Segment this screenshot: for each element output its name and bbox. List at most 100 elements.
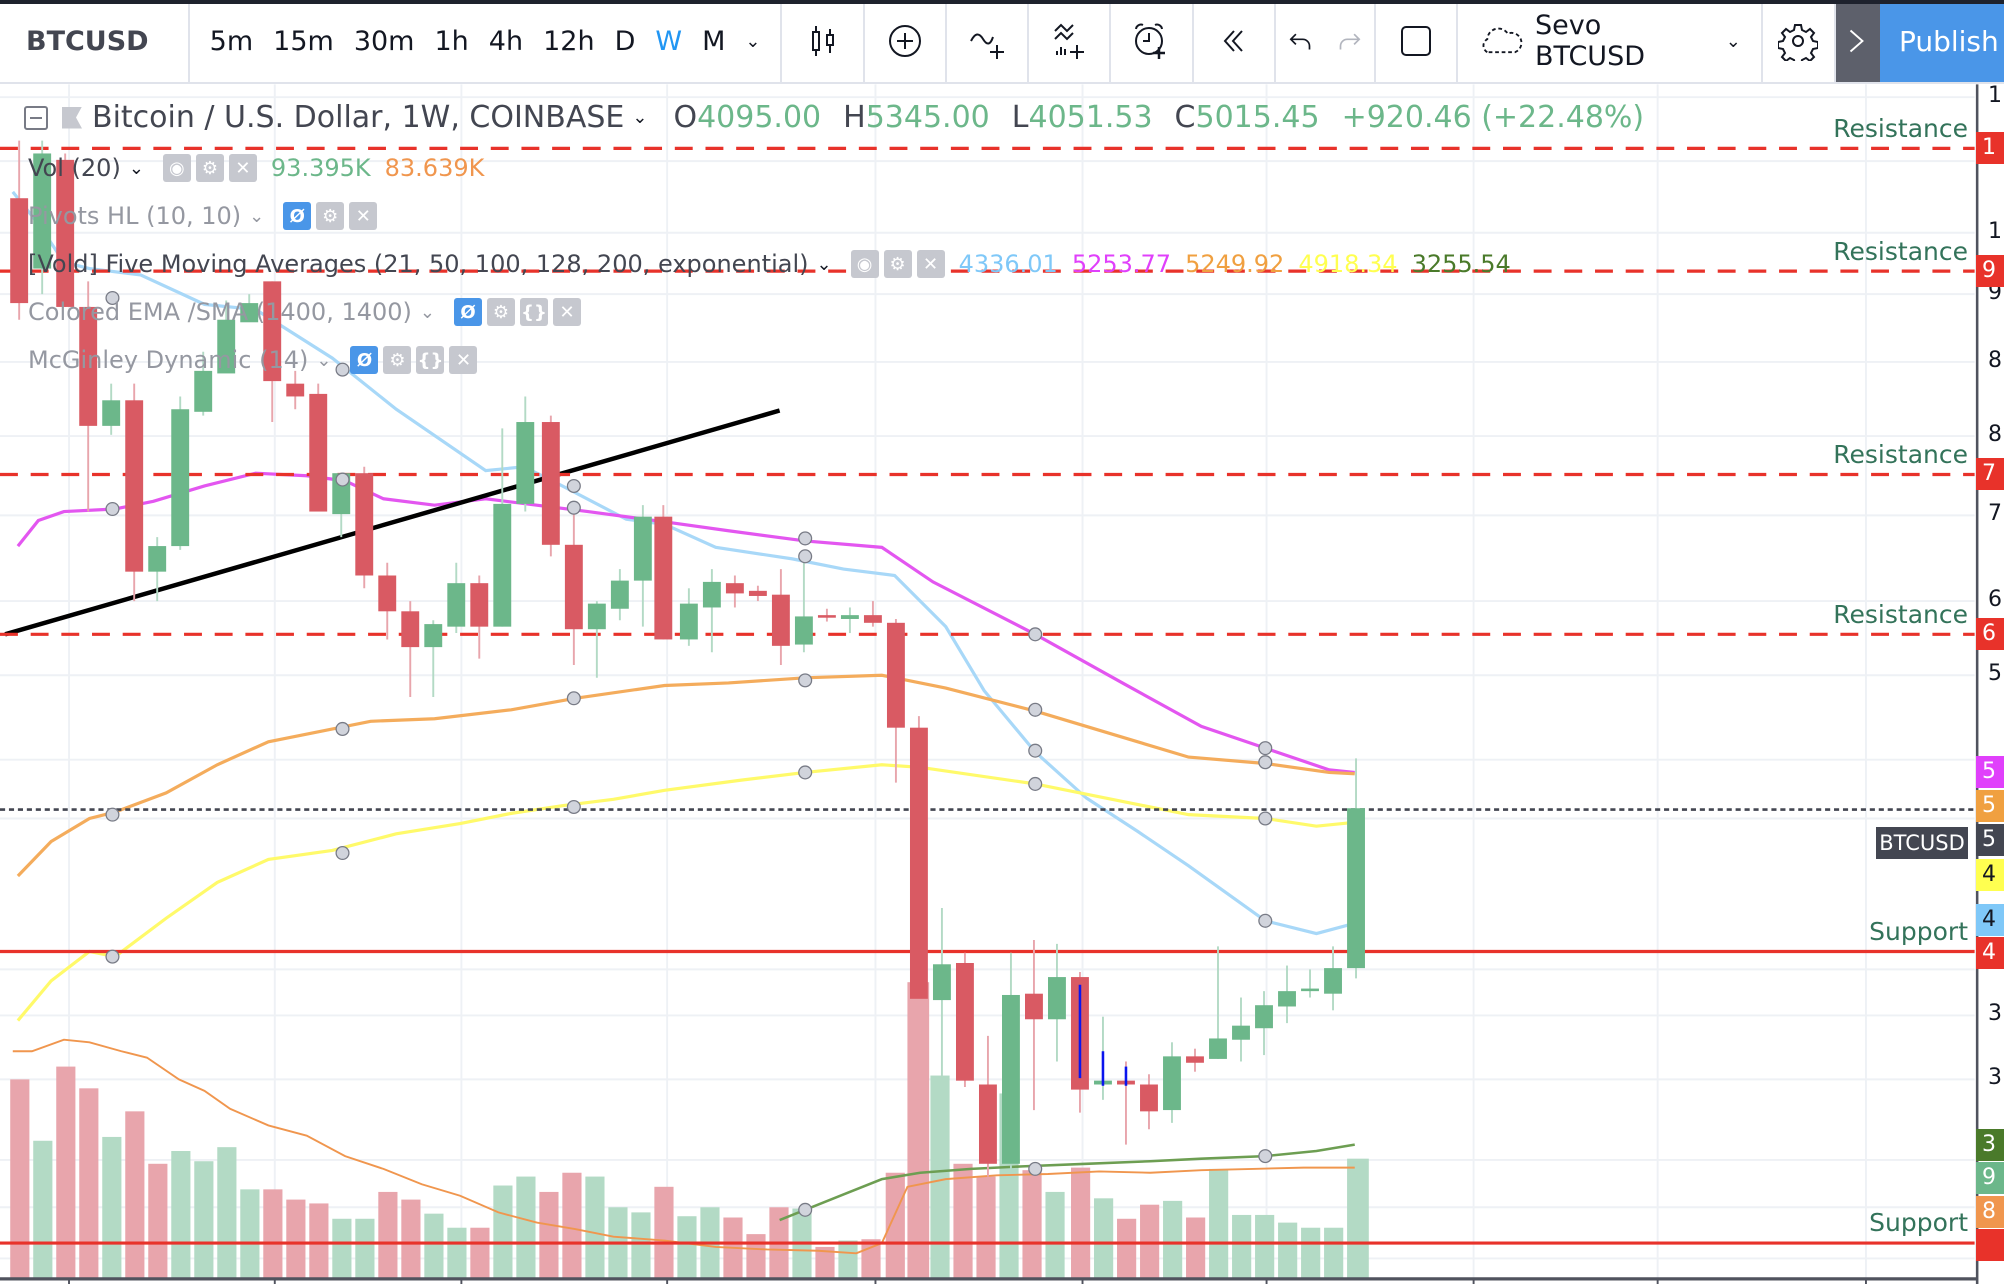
- level-label-support: Support: [1869, 916, 1968, 946]
- pivot-markers: [105, 290, 1273, 1217]
- chevron-right-icon: [1849, 29, 1864, 53]
- gear-icon[interactable]: ⚙: [383, 346, 412, 374]
- price-axis-tag: [1976, 1228, 2004, 1261]
- layout-selector[interactable]: Sevo BTCUSD ⌄: [1458, 0, 1763, 82]
- current-price-symbol-tag: BTCUSD: [1876, 827, 1968, 859]
- close-value: 5015.45: [1195, 100, 1320, 135]
- open-value: 4095.00: [697, 100, 822, 135]
- hidden-eye-icon[interactable]: Ø: [283, 202, 312, 230]
- level-label-resistance: Resistance: [1833, 440, 1968, 470]
- price-axis-tag: 5: [1976, 823, 2004, 856]
- indicator-name[interactable]: Colored EMA /SMA (1400, 1400): [28, 298, 412, 326]
- price-axis-tag: 9: [1976, 1162, 2004, 1195]
- close-icon[interactable]: ✕: [449, 346, 478, 374]
- symbol-search[interactable]: BTCUSD: [0, 0, 190, 82]
- level-label-resistance: Resistance: [1833, 236, 1968, 266]
- chevron-down-icon[interactable]: ⌄: [316, 349, 332, 371]
- replay-button[interactable]: [1194, 0, 1276, 82]
- interval-15m[interactable]: 15m: [273, 25, 334, 57]
- close-icon[interactable]: ✕: [553, 298, 581, 326]
- indicator-name[interactable]: Pivots HL (10, 10): [28, 202, 242, 230]
- interval-1h[interactable]: 1h: [434, 25, 469, 57]
- time-axis-ticks: [68, 1278, 1867, 1284]
- volume-bars: [10, 982, 1369, 1279]
- close-icon[interactable]: ✕: [916, 250, 945, 278]
- close-icon[interactable]: ✕: [349, 202, 378, 230]
- source-code-icon[interactable]: {}: [520, 298, 548, 326]
- gear-icon[interactable]: ⚙: [316, 202, 345, 230]
- change-value: +920.46 (+22.48%): [1341, 100, 1645, 135]
- publish-button[interactable]: Publish: [1879, 0, 2004, 82]
- collapse-legend-button[interactable]: [24, 105, 48, 130]
- price-tick-label: 1: [1988, 218, 2002, 244]
- compare-button[interactable]: [865, 0, 947, 82]
- indicator-name[interactable]: Vol (20): [28, 154, 121, 182]
- chevron-down-icon[interactable]: ⌄: [419, 301, 435, 323]
- ema200-value: 3255.54: [1411, 250, 1511, 278]
- interval-w[interactable]: W: [655, 25, 683, 57]
- expand-panel-button[interactable]: [1835, 0, 1880, 82]
- gear-icon[interactable]: ⚙: [487, 298, 515, 326]
- close-icon[interactable]: ✕: [228, 154, 257, 182]
- undo-redo-group: [1276, 0, 1377, 82]
- chevron-down-icon[interactable]: ⌄: [632, 107, 648, 128]
- price-axis-tag: 5: [1976, 790, 2004, 823]
- square-icon: [1401, 26, 1432, 56]
- gear-icon[interactable]: ⚙: [195, 154, 224, 182]
- interval-m[interactable]: M: [702, 25, 726, 57]
- ema21-value: 4336.01: [958, 250, 1058, 278]
- gear-icon[interactable]: ⚙: [883, 250, 912, 278]
- interval-5m[interactable]: 5m: [209, 25, 254, 57]
- source-code-icon[interactable]: {}: [416, 346, 445, 374]
- ema-128-line: [16, 763, 1355, 1022]
- eye-icon[interactable]: ◉: [850, 250, 879, 278]
- price-tick-label: 8: [1988, 421, 2002, 447]
- price-axis-tag: 8: [1976, 1195, 2004, 1228]
- interval-12h[interactable]: 12h: [543, 25, 595, 57]
- settings-button[interactable]: [1763, 0, 1836, 82]
- price-axis-tag: 4: [1976, 937, 2004, 970]
- flag-icon[interactable]: [62, 106, 82, 129]
- ema128-value: 4918.34: [1298, 250, 1398, 278]
- symbol-label: BTCUSD: [26, 25, 149, 57]
- chart-style-button[interactable]: [782, 0, 865, 82]
- indicators-button[interactable]: [947, 0, 1030, 82]
- level-lines[interactable]: [0, 146, 1975, 1245]
- interval-d[interactable]: D: [614, 25, 636, 57]
- alert-button[interactable]: [1111, 0, 1194, 82]
- chevron-down-icon[interactable]: ⌄: [816, 253, 832, 275]
- chevron-down-icon[interactable]: ⌄: [249, 205, 265, 227]
- series-title[interactable]: Bitcoin / U.S. Dollar, 1W, COINBASE: [92, 100, 625, 135]
- indicator-name[interactable]: McGinley Dynamic (14): [28, 346, 309, 374]
- high-value: 5345.00: [865, 100, 990, 135]
- price-tick-label: 8: [1988, 347, 2002, 373]
- layout-name-label: Sevo BTCUSD: [1535, 10, 1645, 72]
- price-axis-tag: 4: [1976, 904, 2004, 937]
- financials-icon: [1054, 23, 1085, 59]
- indicator-name[interactable]: [Vold] Five Moving Averages (21, 50, 100…: [28, 250, 809, 278]
- hidden-eye-icon[interactable]: Ø: [350, 346, 379, 374]
- grid: [0, 84, 1975, 1279]
- interval-4h[interactable]: 4h: [488, 25, 524, 57]
- ema-100-line: [16, 673, 1355, 878]
- price-tick-label: 5: [1988, 660, 2002, 686]
- undo-icon[interactable]: [1284, 21, 1318, 61]
- hidden-eye-icon[interactable]: Ø: [454, 298, 482, 326]
- financials-button[interactable]: [1029, 0, 1112, 82]
- indicator-pivots: Pivots HL (10, 10) ⌄ Ø ⚙ ✕: [28, 202, 378, 230]
- redo-icon[interactable]: [1332, 21, 1366, 61]
- price-axis-tag: 7: [1976, 458, 2004, 491]
- chevron-down-icon[interactable]: ⌄: [128, 157, 144, 179]
- volume-ma-value: 83.639K: [384, 154, 485, 182]
- level-label-resistance: Resistance: [1833, 114, 1968, 144]
- high-key: H: [843, 100, 866, 135]
- chevron-down-icon[interactable]: ⌄: [745, 30, 761, 52]
- eye-icon[interactable]: ◉: [162, 154, 191, 182]
- price-axis-tag: 4: [1976, 859, 2004, 892]
- fullscreen-button[interactable]: [1376, 0, 1459, 82]
- interval-30m[interactable]: 30m: [353, 25, 415, 57]
- price-tick-label: 1: [1988, 83, 2002, 109]
- ohlc-values: O4095.00 H5345.00 L4051.53 C5015.45 +920…: [673, 100, 1644, 135]
- level-label-resistance: Resistance: [1833, 599, 1968, 629]
